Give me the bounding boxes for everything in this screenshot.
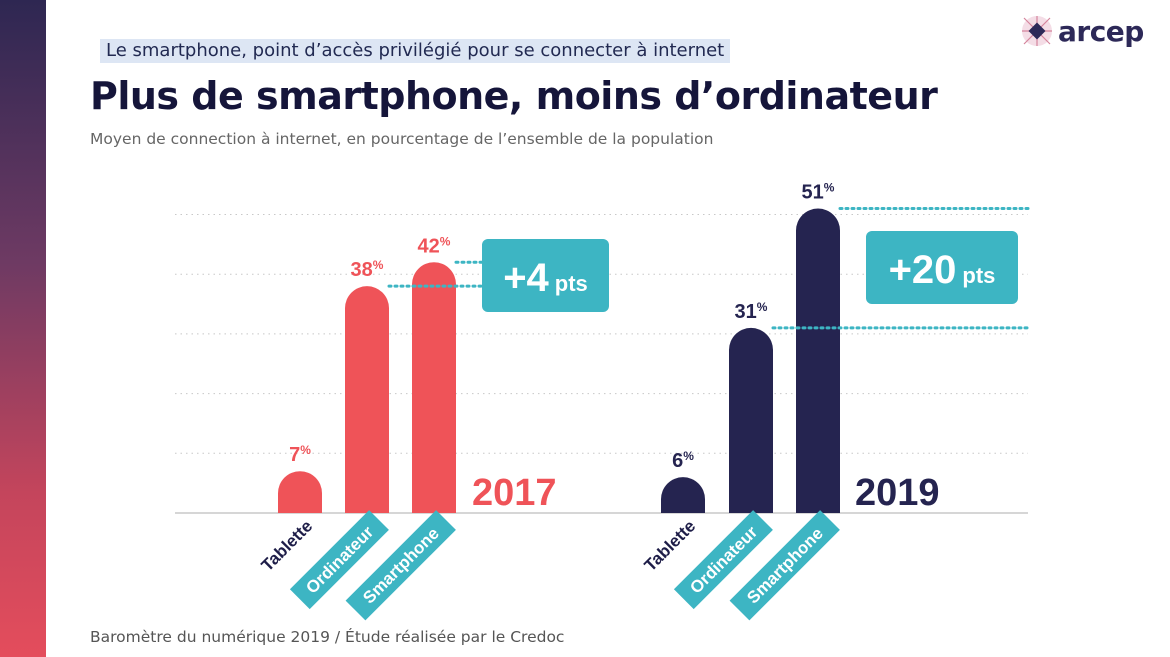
- value-label: 51%: [802, 181, 835, 204]
- bar-2019-ordinateur: [729, 327, 773, 513]
- year-label: 2019: [855, 472, 940, 514]
- side-gradient-bar: [0, 0, 46, 657]
- source-footnote: Baromètre du numérique 2019 / Étude réal…: [90, 628, 565, 646]
- category-label-bg: [289, 510, 389, 610]
- category-label: Tablette: [641, 516, 700, 575]
- value-label: 42%: [418, 234, 451, 257]
- value-label: 31%: [735, 300, 768, 323]
- category-label-bg: [729, 510, 840, 621]
- delta-box: [866, 231, 1018, 304]
- category-label-bg: [345, 510, 456, 621]
- category-label-bg: [673, 510, 773, 610]
- bar-2017-tablette: [278, 471, 322, 513]
- chart-subtitle: Moyen de connection à internet, en pourc…: [90, 130, 714, 148]
- arcep-logo: arcep: [1020, 14, 1144, 48]
- bar-2017-smartphone: [412, 262, 456, 513]
- page-title: Plus de smartphone, moins d’ordinateur: [90, 74, 938, 118]
- bar-2019-smartphone: [796, 208, 840, 513]
- value-label: 6%: [672, 449, 694, 472]
- year-label: 2017: [472, 472, 557, 514]
- category-label-group: Tablette: [641, 516, 700, 575]
- bar-2017-ordinateur: [345, 286, 389, 513]
- value-label: 38%: [351, 258, 384, 281]
- arcep-wordmark: arcep: [1058, 14, 1144, 48]
- delta-label: +4 pts: [503, 256, 588, 300]
- topline-banner: Le smartphone, point d’accès privilégié …: [100, 39, 731, 63]
- category-label-group: Tablette: [258, 516, 317, 575]
- delta-box: [482, 239, 609, 312]
- bar-2019-tablette: [661, 477, 705, 513]
- category-label: Tablette: [258, 516, 317, 575]
- value-label: 7%: [289, 443, 311, 466]
- arcep-mark-icon: [1020, 14, 1054, 48]
- delta-label: +20 pts: [889, 248, 996, 292]
